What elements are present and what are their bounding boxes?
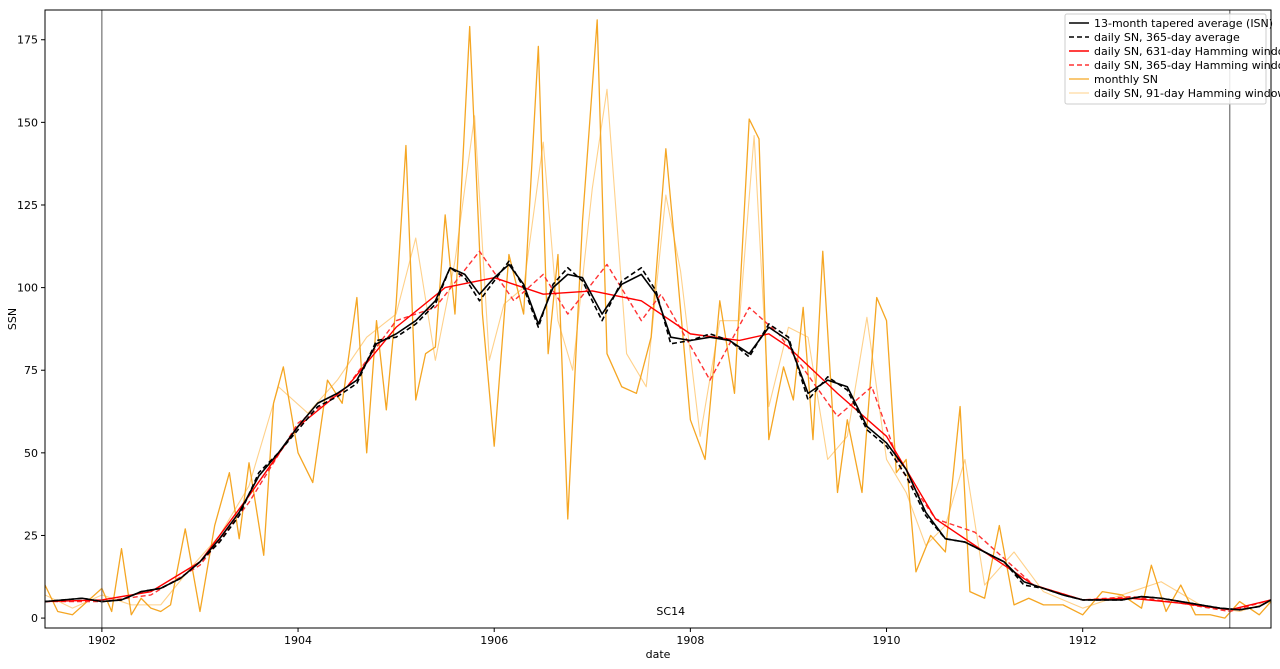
cycle-label: SC14 — [656, 605, 685, 618]
series-line-0 — [45, 263, 1271, 611]
legend-entry-1: daily SN, 365-day average — [1094, 31, 1240, 44]
y-tick-label-0: 0 — [31, 612, 38, 625]
legend-entry-5: daily SN, 91-day Hamming window — [1094, 87, 1280, 100]
y-tick-label-7: 175 — [17, 34, 38, 47]
x-axis: 1902 1904 1906 1908 1910 1912 — [88, 628, 1097, 647]
legend: 13-month tapered average (ISN)daily SN, … — [1064, 13, 1280, 105]
legend-entry-2: daily SN, 631-day Hamming window — [1094, 45, 1280, 58]
plot-frame — [44, 9, 1272, 629]
series-line-5 — [45, 88, 1271, 613]
y-tick-label-2: 50 — [24, 447, 38, 460]
y-tick-label-5: 125 — [17, 199, 38, 212]
y-axis: 0 25 50 75 100 125 150 175 — [17, 34, 45, 625]
series-layer — [45, 19, 1271, 619]
x-tick-label-0: 1902 — [88, 634, 116, 647]
x-axis-label: date — [646, 648, 671, 661]
legend-entry-4: monthly SN — [1094, 73, 1158, 86]
legend-box — [1064, 13, 1267, 105]
y-tick-label-1: 25 — [24, 529, 38, 542]
y-tick-label-3: 75 — [24, 364, 38, 377]
cycle-boundaries — [101, 10, 1231, 628]
x-tick-label-1: 1904 — [284, 634, 312, 647]
series-line-4 — [45, 19, 1271, 619]
x-tick-label-2: 1906 — [480, 634, 508, 647]
x-tick-label-4: 1910 — [873, 634, 901, 647]
legend-entry-0: 13-month tapered average (ISN) — [1094, 17, 1273, 30]
x-tick-label-5: 1912 — [1069, 634, 1097, 647]
legend-entry-3: daily SN, 365-day Hamming window — [1094, 59, 1280, 72]
x-tick-label-3: 1908 — [676, 634, 704, 647]
y-tick-label-6: 150 — [17, 116, 38, 129]
y-tick-label-4: 100 — [17, 282, 38, 295]
y-axis-label: SSN — [6, 308, 19, 330]
